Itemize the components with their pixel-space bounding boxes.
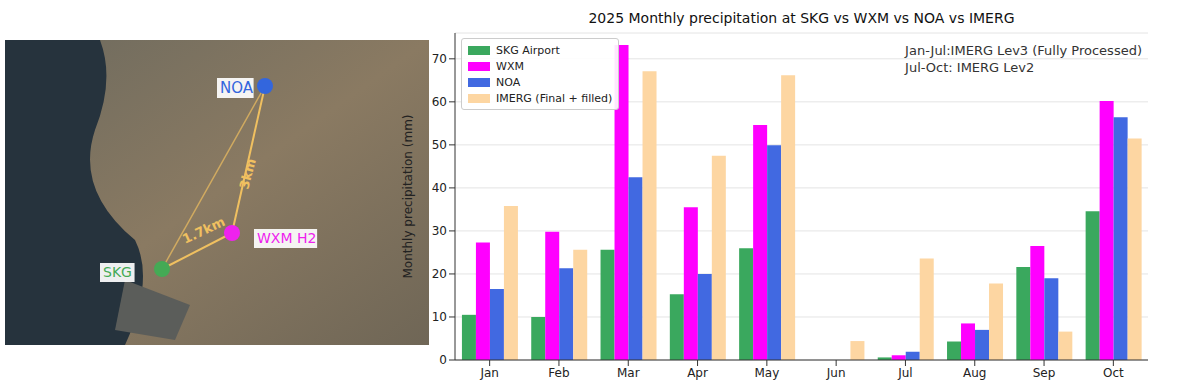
svg-text:10: 10 (432, 310, 447, 324)
svg-text:0: 0 (439, 353, 447, 367)
svg-text:Apr: Apr (687, 366, 708, 380)
html-text:2025 Monthly precipitation at: 2025 Monthly precipitation at SKG vs WXM… (588, 10, 1015, 26)
html-text:SKG Airport: SKG Airport (496, 43, 560, 57)
svg-text:SKG: SKG (103, 264, 132, 280)
svg-text:May: May (754, 366, 779, 380)
svg-text:Jul: Jul (897, 366, 912, 380)
svg-text:1.7km: 1.7km (180, 214, 227, 247)
html-text:Jul-Oct: IMERG Lev2: Jul-Oct: IMERG Lev2 (905, 60, 1035, 75)
svg-text:Aug: Aug (963, 366, 986, 380)
html-text:IMERG (Final + filled): IMERG (Final + filled) (496, 91, 613, 105)
svg-text:30: 30 (432, 224, 447, 238)
svg-text:50: 50 (432, 138, 447, 152)
svg-text:Jan: Jan (479, 366, 499, 380)
html-text:WXM: WXM (496, 59, 524, 73)
html-text:NOA: NOA (496, 75, 521, 89)
svg-text:WXM H2: WXM H2 (257, 230, 316, 246)
svg-text:20: 20 (432, 267, 447, 281)
svg-text:Monthly precipitation (mm): Monthly precipitation (mm) (401, 114, 415, 278)
svg-text:Sep: Sep (1033, 366, 1056, 380)
svg-text:3km: 3km (236, 157, 259, 191)
svg-text:Jun: Jun (826, 366, 846, 380)
svg-text:Oct: Oct (1103, 366, 1124, 380)
svg-text:Feb: Feb (548, 366, 569, 380)
svg-text:40: 40 (432, 181, 447, 195)
svg-text:Mar: Mar (617, 366, 640, 380)
svg-text:70: 70 (432, 52, 447, 66)
html-text:Jan-Jul:IMERG Lev3 (Fully Proc: Jan-Jul:IMERG Lev3 (Fully Processed) (905, 43, 1142, 58)
svg-text:60: 60 (432, 95, 447, 109)
svg-text:NOA: NOA (220, 79, 254, 97)
